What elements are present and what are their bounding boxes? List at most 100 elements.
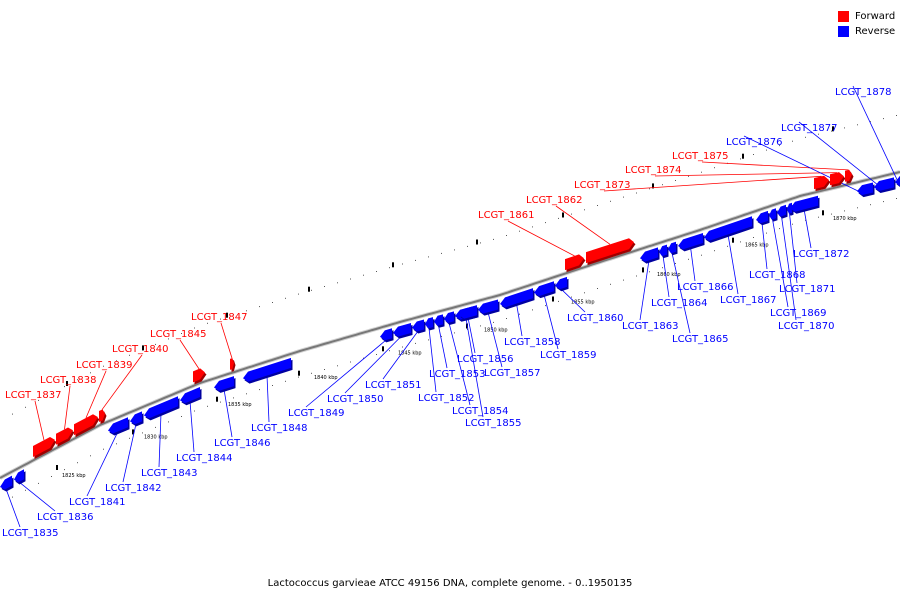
gene-feature-lcgt-1835[interactable] bbox=[0, 475, 12, 490]
gene-feature-lcgt-1836[interactable] bbox=[14, 469, 24, 483]
gene-label[interactable]: LCGT_1875 bbox=[672, 151, 729, 162]
minor-tick-dot bbox=[233, 397, 234, 399]
gene-feature-lcgt-1846[interactable] bbox=[214, 376, 234, 391]
leader-line bbox=[603, 175, 822, 192]
gene-feature-lcgt-1859[interactable] bbox=[534, 281, 554, 297]
gene-feature-lcgt-1856[interactable] bbox=[459, 305, 477, 319]
gene-feature-lcgt-1860[interactable] bbox=[555, 276, 567, 290]
gene-label[interactable]: LCGT_1865 bbox=[672, 334, 729, 345]
gene-feature-lcgt-1842[interactable] bbox=[130, 411, 142, 425]
gene-label[interactable]: LCGT_1850 bbox=[327, 394, 384, 405]
gene-label[interactable]: LCGT_1841 bbox=[69, 497, 126, 508]
gene-label[interactable]: LCGT_1860 bbox=[567, 313, 624, 324]
gene-feature-lcgt-1865[interactable] bbox=[668, 241, 676, 254]
gene-feature-lcgt-1848[interactable] bbox=[243, 357, 291, 382]
gene-feature-lcgt-1847[interactable] bbox=[230, 358, 234, 370]
gene-label[interactable]: LCGT_1861 bbox=[478, 210, 535, 221]
minor-tick-dot bbox=[246, 310, 247, 312]
gene-feature-lcgt-1838[interactable] bbox=[56, 427, 73, 445]
gene-feature-lcgt-1844[interactable] bbox=[180, 387, 200, 404]
gene-feature-lcgt-1857[interactable] bbox=[478, 299, 498, 314]
gene-label[interactable]: LCGT_1837 bbox=[5, 390, 62, 401]
minor-tick-dot bbox=[792, 223, 793, 225]
gene-label[interactable]: LCGT_1868 bbox=[749, 270, 806, 281]
gene-feature-lcgt-1873[interactable] bbox=[814, 175, 829, 190]
gene-label[interactable]: LCGT_1845 bbox=[150, 329, 207, 340]
gene-feature-lcgt-1863[interactable] bbox=[640, 247, 658, 262]
gene-feature-lcgt-1866[interactable] bbox=[678, 233, 703, 250]
minor-tick-dot bbox=[571, 296, 572, 298]
gene-feature-lcgt-1837[interactable] bbox=[33, 437, 55, 457]
gene-feature-lcgt-1867[interactable] bbox=[704, 216, 752, 241]
gene-feature-lcgt-1849[interactable] bbox=[380, 328, 392, 341]
minor-tick-dot bbox=[376, 354, 377, 355]
gene-label[interactable]: LCGT_1866 bbox=[677, 282, 734, 293]
gene-label[interactable]: LCGT_1878 bbox=[835, 87, 892, 98]
gene-feature-lcgt-1864[interactable] bbox=[659, 244, 667, 257]
leader-line bbox=[781, 216, 797, 321]
gene-feature-lcgt-1845[interactable] bbox=[193, 368, 205, 383]
leader-line bbox=[743, 135, 866, 195]
gene-label[interactable]: LCGT_1838 bbox=[40, 375, 97, 386]
gene-label[interactable]: LCGT_1869 bbox=[770, 308, 827, 319]
gene-feature-lcgt-1840[interactable] bbox=[99, 409, 105, 422]
gene-label[interactable]: LCGT_1840 bbox=[112, 344, 169, 355]
gene-label[interactable]: LCGT_1854 bbox=[452, 406, 509, 417]
gene-label[interactable]: LCGT_1870 bbox=[778, 321, 835, 332]
gene-label[interactable]: LCGT_1863 bbox=[622, 321, 679, 332]
gene-label[interactable]: LCGT_1855 bbox=[465, 418, 522, 429]
gene-features bbox=[0, 169, 900, 492]
gene-feature-lcgt-1874[interactable] bbox=[830, 172, 844, 186]
gene-feature-lcgt-1839[interactable] bbox=[74, 414, 98, 436]
gene-label[interactable]: LCGT_1843 bbox=[141, 468, 198, 479]
gene-label[interactable]: LCGT_1877 bbox=[781, 123, 838, 134]
gene-feature-lcgt-1861[interactable] bbox=[565, 254, 584, 271]
gene-feature-lcgt-1869[interactable] bbox=[769, 208, 776, 220]
gene-label[interactable]: LCGT_1835 bbox=[2, 528, 59, 539]
gene-label[interactable]: LCGT_1847 bbox=[191, 312, 248, 323]
gene-feature-lcgt-1871[interactable] bbox=[787, 202, 792, 214]
gene-label[interactable]: LCGT_1848 bbox=[251, 423, 308, 434]
gene-feature-lcgt-1851[interactable] bbox=[412, 319, 424, 332]
gene-feature-lcgt-1843[interactable] bbox=[144, 396, 178, 419]
gene-feature-lcgt-1878[interactable] bbox=[895, 176, 900, 186]
gene-label[interactable]: LCGT_1857 bbox=[484, 368, 541, 379]
gene-label[interactable]: LCGT_1862 bbox=[526, 195, 583, 206]
gene-feature-lcgt-1870[interactable] bbox=[777, 204, 786, 217]
leader-line bbox=[654, 172, 838, 177]
gene-feature-lcgt-1868[interactable] bbox=[756, 210, 768, 224]
gene-label[interactable]: LCGT_1836 bbox=[37, 512, 94, 523]
gene-feature-lcgt-1854[interactable] bbox=[444, 311, 454, 323]
gene-feature-lcgt-1876[interactable] bbox=[857, 182, 873, 196]
gene-feature-lcgt-1858[interactable] bbox=[500, 288, 533, 308]
gene-feature-lcgt-1850[interactable] bbox=[393, 323, 411, 337]
gene-label[interactable]: LCGT_1873 bbox=[574, 180, 631, 191]
gene-label[interactable]: LCGT_1876 bbox=[726, 137, 783, 148]
gene-feature-lcgt-1862[interactable] bbox=[586, 238, 634, 264]
gene-feature-lcgt-1877[interactable] bbox=[874, 177, 894, 191]
gene-label[interactable]: LCGT_1864 bbox=[651, 298, 708, 309]
gene-label[interactable]: LCGT_1871 bbox=[779, 284, 836, 295]
gene-label[interactable]: LCGT_1852 bbox=[418, 393, 475, 404]
minor-tick-dot bbox=[714, 250, 715, 252]
gene-label[interactable]: LCGT_1851 bbox=[365, 380, 422, 391]
gene-label[interactable]: LCGT_1859 bbox=[540, 350, 597, 361]
gene-label[interactable]: LCGT_1853 bbox=[429, 369, 486, 380]
gene-feature-lcgt-1875[interactable] bbox=[845, 169, 852, 182]
gene-label[interactable]: LCGT_1874 bbox=[625, 165, 682, 176]
gene-feature-lcgt-1852[interactable] bbox=[425, 317, 433, 329]
major-tick bbox=[652, 183, 654, 189]
gene-label[interactable]: LCGT_1867 bbox=[720, 295, 777, 306]
gene-label[interactable]: LCGT_1839 bbox=[76, 360, 133, 371]
gene-feature-lcgt-1872[interactable] bbox=[790, 195, 818, 212]
gene-label[interactable]: LCGT_1872 bbox=[793, 249, 850, 260]
gene-feature-lcgt-1853[interactable] bbox=[434, 314, 443, 326]
gene-label[interactable]: LCGT_1858 bbox=[504, 337, 561, 348]
gene-label[interactable]: LCGT_1849 bbox=[288, 408, 345, 419]
gene-label[interactable]: LCGT_1842 bbox=[105, 483, 162, 494]
gene-label[interactable]: LCGT_1844 bbox=[176, 453, 233, 464]
gene-feature-lcgt-1841[interactable] bbox=[108, 417, 128, 434]
gene-label[interactable]: LCGT_1846 bbox=[214, 438, 271, 449]
leader-line bbox=[266, 375, 270, 423]
gene-label[interactable]: LCGT_1856 bbox=[457, 354, 514, 365]
